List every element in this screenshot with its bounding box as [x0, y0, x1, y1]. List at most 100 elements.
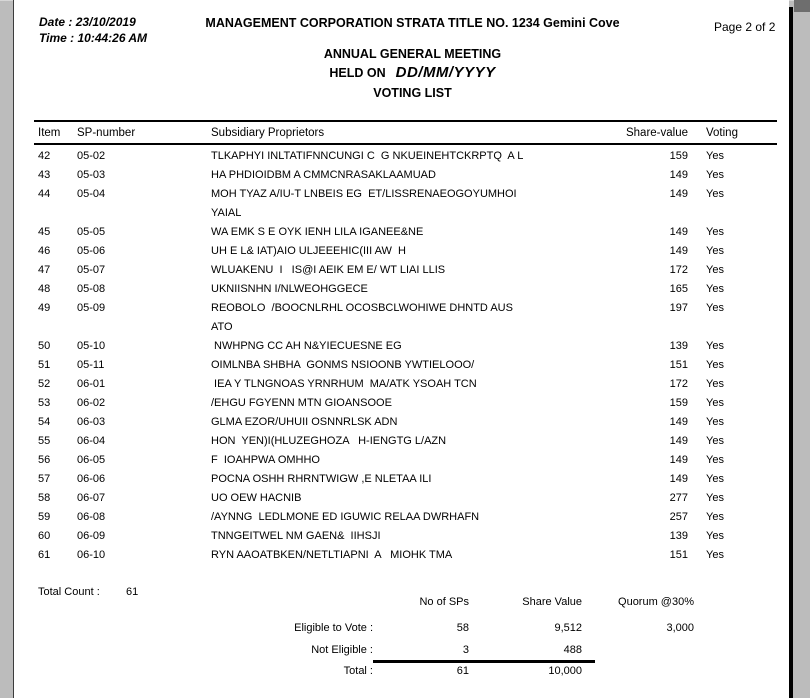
- cell-proprietor-name: IEA Y TLNGNOAS YRNRHUM MA/ATK YSOAH TCN: [211, 378, 477, 390]
- cell-sp-number: 05-07: [77, 264, 106, 276]
- cell-share-value: 277: [669, 492, 688, 504]
- meeting-title: ANNUAL GENERAL MEETING: [323, 47, 502, 61]
- cell-item: 45: [38, 226, 51, 238]
- cell-item: 53: [38, 397, 51, 409]
- held-on-label: HELD ON: [329, 66, 386, 80]
- cell-item: 42: [38, 150, 51, 162]
- cell-voting: Yes: [706, 188, 724, 200]
- cell-proprietor-name: OIMLNBA SHBHA GONMS NSIOONB YWTIELOOO/: [211, 359, 475, 371]
- cell-sp-number: 06-06: [77, 473, 106, 485]
- cell-voting: Yes: [706, 549, 724, 561]
- cell-sp-number: 06-05: [77, 454, 106, 466]
- summary-no-of-sps-value: 61: [456, 665, 469, 677]
- cell-sp-number: 06-04: [77, 435, 106, 447]
- cell-sp-number: 06-02: [77, 397, 106, 409]
- cell-item: 44: [38, 188, 51, 200]
- cell-voting: Yes: [706, 359, 724, 371]
- total-count-value: 61: [126, 586, 139, 598]
- table-row: 55 06-04 HON YEN)I(HLUZEGHOZA H-IENGTG L…: [34, 432, 777, 451]
- cell-voting: Yes: [706, 511, 724, 523]
- summary-header-quorum: Quorum @30%: [618, 596, 694, 608]
- summary-no-of-sps-value: 58: [456, 622, 469, 634]
- cell-share-value: 139: [669, 340, 688, 352]
- table-row: 57 06-06 POCNA OSHH RHRNTWIGW ,E NLETAA …: [34, 470, 777, 489]
- summary-rows: Eligible to Vote : 58 9,512 3,000 Not El…: [34, 622, 777, 678]
- window-corner-block: [794, 0, 810, 12]
- voting-table: Item SP-number Subsidiary Proprietors Sh…: [34, 120, 777, 565]
- table-row: 46 05-06 UH E L& IAT)AIO ULJEEEHIC(III A…: [34, 242, 777, 261]
- summary-row-label: Eligible to Vote :: [294, 622, 373, 634]
- cell-item: 61: [38, 549, 51, 561]
- table-row: 44 05-04 MOH TYAZ A/IU-T LNBEIS EG ET/LI…: [34, 185, 777, 223]
- summary-row-label: Not Eligible :: [311, 644, 373, 656]
- page-shadow: [789, 7, 793, 698]
- summary-quorum-value: [582, 644, 694, 657]
- cell-voting: Yes: [706, 302, 724, 314]
- date-value: 23/10/2019: [75, 15, 136, 29]
- report-page: Date : 23/10/2019 Time : 10:44:26 AM MAN…: [13, 0, 789, 698]
- table-row: 47 05-07 WLUAKENU I IS@I AEIK EM E/ WT L…: [34, 261, 777, 280]
- table-header: Item SP-number Subsidiary Proprietors Sh…: [34, 120, 777, 145]
- cell-voting: Yes: [706, 245, 724, 257]
- table-row: 56 06-05 F IOAHPWA OMHHO 149 Yes: [34, 451, 777, 470]
- column-header-proprietors: Subsidiary Proprietors: [211, 126, 325, 139]
- cell-proprietor-name: /EHGU FGYENN MTN GIOANSOOE: [211, 397, 392, 409]
- summary-quorum-value: 3,000: [666, 622, 694, 634]
- summary-row: Total : 61 10,000: [34, 665, 777, 678]
- cell-voting: Yes: [706, 492, 724, 504]
- summary-share-value: 10,000: [548, 665, 582, 677]
- cell-sp-number: 06-03: [77, 416, 106, 428]
- cell-sp-number: 06-10: [77, 549, 106, 561]
- column-header-voting: Voting: [706, 126, 738, 139]
- held-on-line: HELD ON DD/MM/YYYY: [36, 64, 789, 81]
- summary-header-spacer: [34, 596, 376, 609]
- table-row: 58 06-07 UO OEW HACNIB 277 Yes: [34, 489, 777, 508]
- cell-voting: Yes: [706, 150, 724, 162]
- summary-share-value: 488: [563, 644, 582, 656]
- cell-voting: Yes: [706, 340, 724, 352]
- table-row: 49 05-09 REOBOLO /BOOCNLRHL OCOSBCLWOHIW…: [34, 299, 777, 337]
- cell-item: 43: [38, 169, 51, 181]
- table-row: 52 06-01 IEA Y TLNGNOAS YRNRHUM MA/ATK Y…: [34, 375, 777, 394]
- cell-share-value: 149: [669, 435, 688, 447]
- total-count-label: Total Count :: [38, 586, 100, 598]
- cell-proprietor-name: GLMA EZOR/UHUII OSNNRLSK ADN: [211, 416, 398, 428]
- cell-proprietor-name: F IOAHPWA OMHHO: [211, 454, 320, 466]
- cell-sp-number: 05-11: [77, 359, 105, 371]
- summary-total-rule: [373, 660, 595, 663]
- cell-share-value: 159: [669, 397, 688, 409]
- cell-item: 59: [38, 511, 51, 523]
- cell-share-value: 159: [669, 150, 688, 162]
- cell-share-value: 149: [669, 416, 688, 428]
- report-datetime: Date : 23/10/2019 Time : 10:44:26 AM: [39, 14, 147, 46]
- cell-proprietor-name: UO OEW HACNIB: [211, 492, 302, 504]
- cell-item: 50: [38, 340, 51, 352]
- total-count-line: Total Count : 61: [38, 586, 138, 598]
- cell-proprietor-name: WA EMK S E OYK IENH LILA IGANEE&NE: [211, 226, 424, 238]
- cell-share-value: 149: [669, 245, 688, 257]
- cell-share-value: 149: [669, 188, 688, 200]
- cell-share-value: 149: [669, 169, 688, 181]
- summary-quorum-value: [582, 665, 694, 678]
- cell-item: 60: [38, 530, 51, 542]
- summary-header-share-value: Share Value: [522, 596, 582, 608]
- table-row: 61 06-10 RYN AAOATBKEN/NETLTIAPNI A MIOH…: [34, 546, 777, 565]
- cell-sp-number: 05-02: [77, 150, 106, 162]
- table-row: 45 05-05 WA EMK S E OYK IENH LILA IGANEE…: [34, 223, 777, 242]
- cell-sp-number: 05-10: [77, 340, 106, 352]
- summary-row-label: Total :: [343, 665, 373, 677]
- summary-no-of-sps-value: 3: [462, 644, 469, 656]
- cell-share-value: 257: [669, 511, 688, 523]
- summary-header-no-of-sps: No of SPs: [419, 596, 469, 608]
- cell-sp-number: 05-09: [77, 302, 106, 314]
- cell-proprietor-name: HON YEN)I(HLUZEGHOZA H-IENGTG L/AZN: [211, 435, 447, 447]
- cell-proprietor-name: /AYNNG LEDLMONE ED IGUWIC RELAA DWRHAFN: [211, 511, 480, 523]
- summary-row: Eligible to Vote : 58 9,512 3,000: [34, 622, 777, 635]
- cell-item: 47: [38, 264, 51, 276]
- held-on-date-placeholder: DD/MM/YYYY: [395, 64, 496, 81]
- cell-share-value: 172: [669, 264, 688, 276]
- cell-sp-number: 05-05: [77, 226, 106, 238]
- summary-header: No of SPs Share Value Quorum @30%: [34, 596, 777, 609]
- column-header-item: Item: [38, 126, 61, 139]
- cell-proprietor-name: MOH TYAZ A/IU-T LNBEIS EG ET/LISSRENAEOG…: [211, 188, 517, 219]
